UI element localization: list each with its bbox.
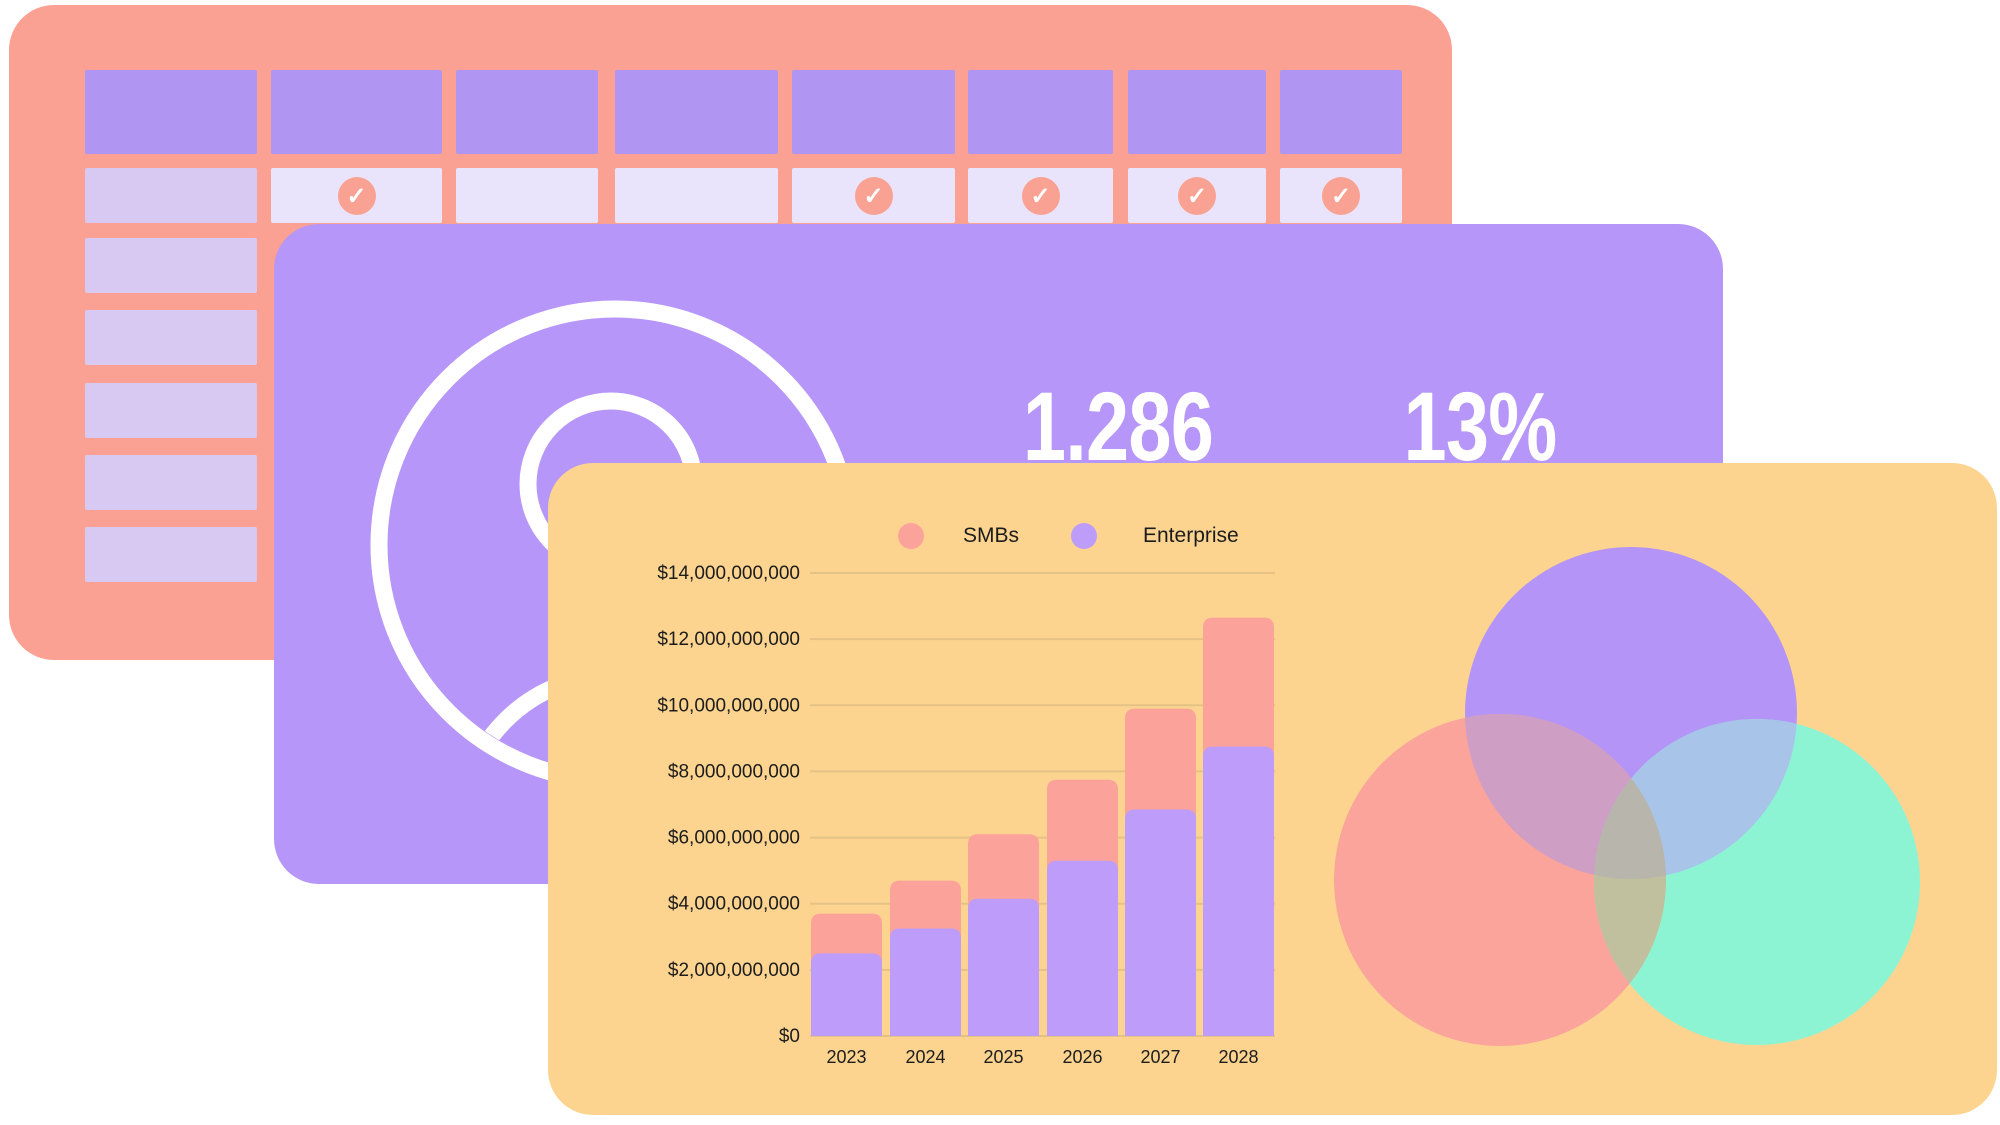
table-header-cell [85,70,257,154]
table-header-cell [615,70,778,154]
check-icon: ✓ [854,177,893,215]
stat-users: 1.286 [1022,372,1214,481]
check-icon: ✓ [1021,177,1060,215]
table-cell [456,168,598,223]
chart-axis-labels: $0 $2,000,000,000 $4,000,000,000 $6,000,000… [657,563,1258,1067]
x-tick-label: 2026 [1062,1047,1102,1067]
revenue-stacked-bar-chart: $0 $2,000,000,000 $4,000,000,000 $6,000,000… [657,547,1920,1067]
stat-percent: 13% [1403,372,1558,481]
legend-label-smbs: SMBs [963,524,1020,547]
y-tick-label: $8,000,000,000 [668,761,800,782]
table-header-cell [1128,70,1266,154]
table-header-cell [456,70,598,154]
venn-overlap-salmon-teal [1594,719,1666,1045]
bar-segment-smbs [1047,779,1118,1036]
y-tick-label: $10,000,000,000 [657,695,800,716]
bar-segment-smbs [811,913,882,1036]
bar-segment-smbs [890,880,961,1036]
check-icon: ✓ [1322,177,1360,215]
bar-segment-enterprise [968,898,1039,1036]
y-tick-label: $12,000,000,000 [657,629,800,650]
bar-segment-smbs [968,834,1039,1036]
y-tick-label: $2,000,000,000 [668,960,800,981]
bar-segment-enterprise [1047,860,1118,1036]
venn-diagram [1334,547,1920,1046]
table-label-cell [85,455,257,510]
table-header-cell [792,70,955,154]
table-label-cell [85,383,257,438]
y-tick-label: $14,000,000,000 [657,563,800,584]
table-label-cell [85,238,257,293]
bar-segment-enterprise [811,953,882,1036]
table-label-cell [85,527,257,582]
table-header-cell [271,70,442,154]
bar-segment-enterprise [890,928,961,1036]
legend-dot-enterprise-icon [1071,523,1097,549]
x-tick-label: 2025 [983,1047,1023,1067]
venn-overlap-center [1594,719,1666,879]
bar-segment-smbs [1203,617,1274,1036]
venn-circle-salmon [1334,714,1666,1046]
legend-dot-smbs-icon [898,523,924,549]
venn-circle-purple [1465,547,1797,879]
chart-gridlines [810,572,1275,1037]
legend-label-enterprise: Enterprise [1143,524,1239,547]
bar-segment-smbs [1125,708,1196,1036]
bar-segment-enterprise [1203,746,1274,1036]
table-header-cell [1280,70,1402,154]
x-tick-label: 2023 [826,1047,866,1067]
y-tick-label: $4,000,000,000 [668,894,800,915]
venn-circle-teal [1594,719,1920,1045]
table-header-cell [968,70,1113,154]
venn-overlap-purple-salmon [1465,714,1666,879]
chart-bars [811,617,1274,1036]
table-label-cell [85,310,257,365]
table-label-cell [85,168,257,223]
check-icon: ✓ [337,177,376,215]
x-tick-label: 2027 [1140,1047,1180,1067]
bar-segment-enterprise [1125,809,1196,1036]
x-tick-label: 2024 [905,1047,945,1067]
x-tick-label: 2028 [1218,1047,1258,1067]
table-cell [615,168,778,223]
venn-overlap-purple-teal [1594,719,1797,879]
y-tick-label: $6,000,000,000 [668,828,800,849]
check-icon: ✓ [1178,177,1216,215]
analytics-card: SMBs Enterprise $0 $2,000,000,000 $4,000,0… [548,463,1997,1115]
y-tick-label: $0 [779,1026,800,1047]
